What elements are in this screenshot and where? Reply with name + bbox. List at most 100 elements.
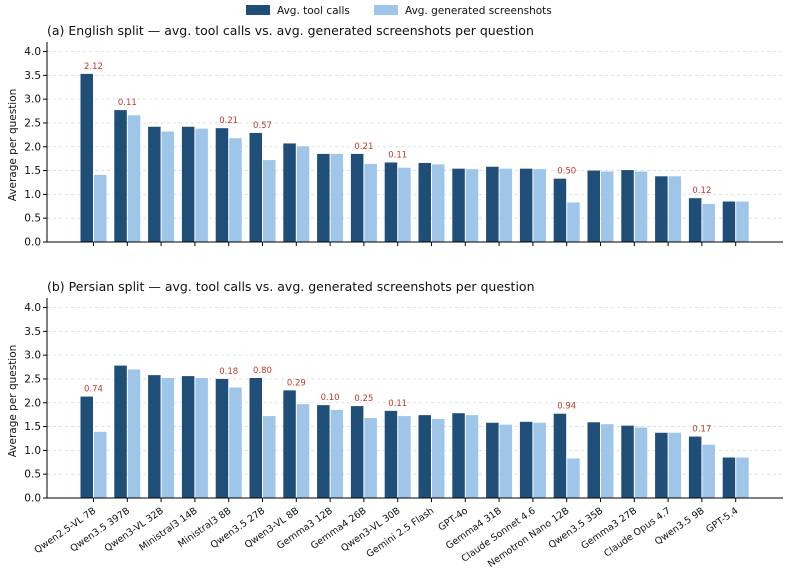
- y-tick-label: 0.0: [24, 493, 41, 505]
- y-tick-label: 2.0: [24, 397, 41, 409]
- bar-screenshots-gemma4-26b: [364, 418, 377, 498]
- bar-screenshots-qwen3-vl-8b: [296, 146, 310, 242]
- y-axis-label-english: Average per question: [7, 89, 19, 202]
- bar-tool-calls-gemma3-27b: [621, 425, 634, 498]
- y-tick-label: 4.0: [24, 46, 41, 58]
- difference-label-nemotron-nano-12b: 0.50: [557, 167, 576, 177]
- difference-label-qwen3-5-27b: 0.80: [253, 366, 272, 376]
- difference-label-gemma4-26b: 0.21: [354, 142, 373, 152]
- bar-tool-calls-ministral3-14b: [181, 376, 195, 498]
- bar-tool-calls-claude-opus-4-7: [655, 432, 668, 498]
- bar-tool-calls-nemotron-nano-12b: [553, 178, 567, 242]
- difference-label-ministral3-8b: 0.21: [219, 116, 238, 126]
- y-tick-label: 4.0: [24, 302, 41, 314]
- panel-title-english: (a) English split — avg. tool calls vs. …: [47, 23, 534, 38]
- bar-screenshots-qwen2-5-vl-7b: [94, 431, 107, 498]
- bar-tool-calls-gemma3-12b: [317, 153, 330, 242]
- bar-screenshots-gemma4-31b: [499, 168, 513, 242]
- bar-tool-calls-qwen3-5-397b: [114, 110, 127, 242]
- panel-title-persian: (b) Persian split — avg. tool calls vs. …: [47, 279, 535, 294]
- bar-screenshots-ministral3-14b: [195, 378, 208, 498]
- bar-screenshots-claude-sonnet-4-6: [533, 422, 546, 498]
- bar-screenshots-gemma3-12b: [330, 153, 344, 242]
- x-tick-label-ministral3-14b: Ministral3 14B: [137, 505, 199, 553]
- difference-label-qwen3-vl-8b: 0.29: [287, 378, 306, 388]
- y-tick-label: 1.0: [24, 445, 41, 457]
- bar-screenshots-qwen2-5-vl-7b: [94, 174, 107, 242]
- y-axis-label-persian: Average per question: [7, 345, 19, 458]
- y-tick-label: 3.0: [24, 350, 41, 362]
- y-tick-label: 3.5: [24, 326, 41, 338]
- y-tick-label: 3.5: [24, 70, 41, 82]
- bar-tool-calls-ministral3-8b: [215, 378, 229, 498]
- bar-tool-calls-gemini-2-5-flash: [418, 415, 431, 498]
- difference-label-qwen2-5-vl-7b: 0.74: [84, 385, 103, 395]
- bar-tool-calls-qwen2-5-vl-7b: [80, 396, 93, 498]
- bar-tool-calls-claude-opus-4-7: [655, 176, 668, 242]
- bar-tool-calls-gemini-2-5-flash: [418, 162, 431, 242]
- bar-screenshots-nemotron-nano-12b: [567, 202, 580, 242]
- bar-screenshots-qwen3-5-27b: [263, 160, 276, 242]
- bar-screenshots-gemma3-12b: [330, 409, 344, 498]
- bar-tool-calls-gpt-5-4: [722, 201, 736, 242]
- bar-tool-calls-qwen3-vl-32b: [148, 126, 161, 242]
- bar-tool-calls-gemma3-27b: [621, 170, 634, 242]
- bar-tool-calls-qwen3-vl-8b: [283, 390, 296, 498]
- bar-screenshots-qwen3-vl-32b: [161, 378, 175, 498]
- bar-tool-calls-qwen3-5-27b: [249, 132, 262, 242]
- bar-tool-calls-qwen3-5-9b: [688, 198, 702, 242]
- legend-label-screenshots: Avg. generated screenshots: [405, 5, 552, 17]
- bar-screenshots-gemma3-27b: [634, 171, 648, 242]
- legend-label-tool-calls: Avg. tool calls: [277, 5, 350, 17]
- bar-tool-calls-gpt-4o: [452, 413, 465, 498]
- bar-tool-calls-claude-sonnet-4-6: [519, 168, 533, 242]
- bar-screenshots-gemini-2-5-flash: [432, 418, 445, 498]
- y-tick-label: 0.5: [24, 469, 41, 481]
- bar-screenshots-qwen3-5-9b: [702, 203, 715, 242]
- bar-screenshots-qwen3-vl-30b: [398, 416, 411, 498]
- bar-tool-calls-qwen3-5-9b: [688, 436, 702, 498]
- y-tick-label: 1.0: [24, 189, 41, 201]
- bar-tool-calls-qwen3-5-35b: [587, 422, 600, 498]
- difference-label-qwen3-5-9b: 0.12: [692, 186, 711, 196]
- difference-label-gemma4-26b: 0.25: [354, 394, 373, 404]
- bar-screenshots-ministral3-8b: [229, 138, 242, 242]
- bar-screenshots-qwen3-vl-8b: [296, 404, 310, 498]
- bar-tool-calls-qwen3-5-27b: [249, 378, 262, 498]
- y-tick-label: 3.0: [24, 94, 41, 106]
- difference-label-qwen3-5-27b: 0.57: [253, 121, 272, 131]
- legend: Avg. tool calls Avg. generated screensho…: [246, 5, 552, 17]
- bar-screenshots-gemma4-31b: [499, 424, 513, 498]
- legend-swatch-tool-calls: [246, 5, 270, 15]
- bar-screenshots-qwen3-5-397b: [127, 115, 141, 242]
- y-tick-label: 2.5: [24, 373, 41, 385]
- bar-tool-calls-ministral3-14b: [181, 126, 195, 242]
- bar-screenshots-ministral3-8b: [229, 387, 242, 498]
- bar-tool-calls-gemma3-12b: [317, 405, 330, 498]
- y-tick-label: 1.5: [24, 165, 41, 177]
- y-tick-label: 1.5: [24, 421, 41, 433]
- difference-label-qwen2-5-vl-7b: 2.12: [84, 62, 103, 72]
- x-tick-label-qwen3-5-397b: Qwen3.5 397B: [68, 505, 132, 554]
- y-tick-label: 0.0: [24, 237, 41, 249]
- bar-tool-calls-gemma4-31b: [486, 166, 499, 242]
- bar-tool-calls-claude-sonnet-4-6: [519, 421, 533, 498]
- legend-swatch-screenshots: [374, 5, 398, 15]
- bar-tool-calls-qwen3-5-35b: [587, 170, 600, 242]
- y-tick-label: 2.0: [24, 141, 41, 153]
- bar-screenshots-gemma3-27b: [634, 427, 648, 498]
- bar-screenshots-nemotron-nano-12b: [567, 458, 580, 498]
- bar-screenshots-gpt-5-4: [736, 201, 749, 242]
- difference-label-nemotron-nano-12b: 0.94: [557, 402, 576, 412]
- bar-screenshots-qwen3-vl-32b: [161, 131, 175, 242]
- bar-screenshots-gemini-2-5-flash: [432, 164, 445, 242]
- bar-tool-calls-qwen3-vl-32b: [148, 375, 161, 498]
- bar-tool-calls-nemotron-nano-12b: [553, 413, 567, 498]
- bar-tool-calls-gpt-5-4: [722, 457, 736, 498]
- bar-screenshots-qwen3-5-35b: [601, 424, 614, 498]
- bar-tool-calls-qwen3-vl-30b: [384, 410, 398, 498]
- bar-screenshots-qwen3-5-397b: [127, 369, 141, 498]
- bar-screenshots-gemma4-26b: [364, 163, 377, 242]
- bar-screenshots-claude-opus-4-7: [668, 176, 682, 242]
